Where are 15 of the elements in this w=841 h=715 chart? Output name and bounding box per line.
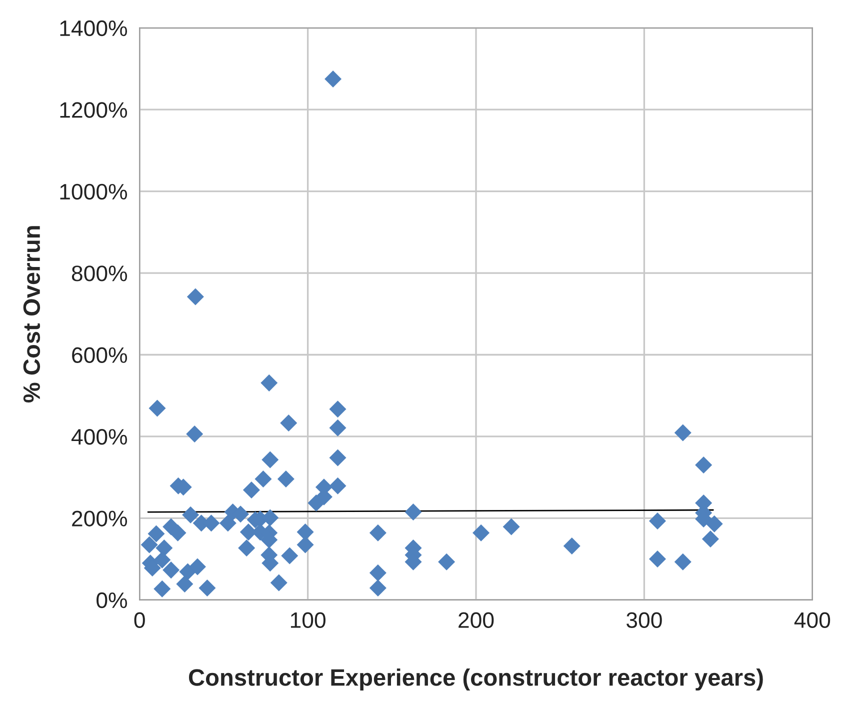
x-tick-label: 300	[626, 612, 662, 628]
y-tick-label: 400%	[71, 428, 128, 445]
x-tick-label: 400	[794, 612, 830, 628]
x-tick-label: 100	[290, 612, 326, 628]
y-tick-label: 1400%	[60, 20, 128, 36]
x-tick-label: 200	[458, 612, 494, 628]
y-tick-label: 200%	[72, 510, 128, 526]
y-tick-label: 0%	[96, 592, 128, 608]
y-tick-label: 1000%	[60, 184, 128, 200]
y-axis-title: % Cost Overrun	[23, 226, 40, 403]
y-tick-label: 1200%	[60, 102, 128, 118]
y-tick-label: 600%	[72, 347, 128, 364]
x-axis-title: Constructor Experience (constructor reactor years)	[188, 668, 763, 691]
y-tick-label: 800%	[72, 266, 128, 282]
x-tick-label: 0	[134, 612, 145, 628]
